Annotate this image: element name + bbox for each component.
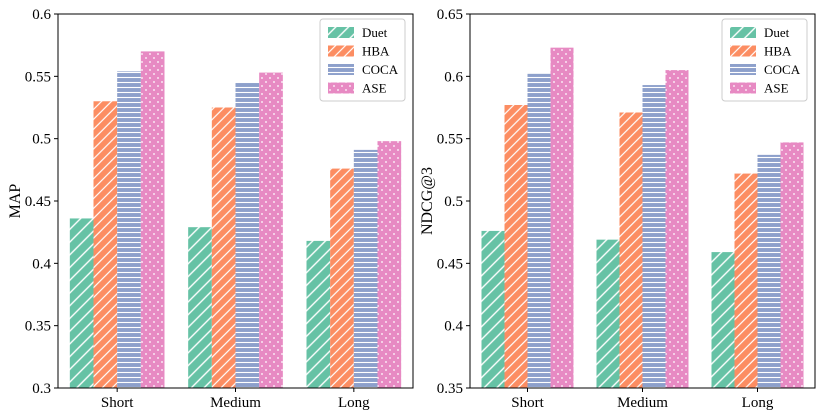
y-tick-label: 0.3 bbox=[32, 381, 51, 397]
legend-label-ase: ASE bbox=[764, 81, 789, 96]
ndcg-chart-panel: 0.35 0.4 0.45 0.5 0.55 0.6 0.65 Short Medium Long… bbox=[419, 7, 816, 411]
y-axis-label: MAP bbox=[7, 184, 24, 219]
legend-label-hba: HBA bbox=[764, 44, 792, 59]
map-chart-panel: 0.3 0.35 0.4 0.45 0.5 0.55 0.6 Short Medium Long M… bbox=[7, 7, 414, 411]
bar-ase-long bbox=[377, 141, 402, 388]
bar-hba-medium bbox=[619, 112, 643, 389]
bar-hba-short bbox=[93, 101, 118, 389]
y-tick-label: 0.6 bbox=[444, 69, 463, 85]
bar-ase-medium bbox=[665, 70, 689, 388]
legend-swatch-duet bbox=[730, 27, 756, 38]
legend-box bbox=[721, 18, 808, 102]
y-axis-label: NDCG@3 bbox=[419, 167, 436, 235]
legend-swatch-ase bbox=[730, 82, 756, 94]
y-tick-label: 0.45 bbox=[437, 256, 463, 272]
bar-duet-short bbox=[481, 230, 505, 388]
x-tick-label-long: Long bbox=[338, 395, 370, 411]
y-tick-label: 0.5 bbox=[444, 194, 463, 210]
bar-duet-long bbox=[306, 240, 331, 388]
bar-duet-medium bbox=[188, 227, 212, 388]
bar-ase-short bbox=[140, 51, 165, 389]
legend-box bbox=[319, 18, 406, 102]
legend-swatch-coca bbox=[730, 64, 756, 75]
bar-coca-medium bbox=[642, 85, 666, 388]
bar-hba-medium bbox=[211, 107, 236, 388]
legend-label-duet: Duet bbox=[764, 25, 790, 40]
legend-label-coca: COCA bbox=[362, 62, 399, 77]
legend-swatch-hba bbox=[730, 45, 756, 57]
legend-label-ase: ASE bbox=[362, 81, 387, 96]
y-tick-label: 0.5 bbox=[32, 132, 51, 148]
bar-coca-long bbox=[353, 149, 378, 388]
bar-duet-medium bbox=[596, 239, 620, 388]
bar-coca-medium bbox=[235, 82, 260, 388]
bar-coca-long bbox=[757, 154, 781, 388]
x-tick-label-medium: Medium bbox=[210, 395, 261, 411]
legend-swatch-duet bbox=[328, 27, 354, 38]
legend: Duet HBA COCA ASE bbox=[721, 18, 808, 102]
legend-swatch-hba bbox=[328, 45, 354, 57]
y-tick-label: 0.35 bbox=[437, 381, 463, 397]
bar-hba-long bbox=[330, 168, 354, 388]
y-tick-label: 0.4 bbox=[444, 319, 463, 335]
y-tick-label: 0.6 bbox=[32, 7, 51, 23]
bar-hba-long bbox=[734, 173, 758, 388]
x-tick-label-medium: Medium bbox=[617, 395, 668, 411]
bar-ase-short bbox=[550, 47, 574, 388]
y-tick-label: 0.4 bbox=[32, 256, 51, 272]
bar-coca-short bbox=[117, 71, 141, 388]
legend-label-hba: HBA bbox=[362, 44, 390, 59]
bar-coca-short bbox=[527, 73, 551, 388]
bar-ase-medium bbox=[259, 72, 283, 388]
bar-hba-short bbox=[504, 105, 528, 388]
legend-label-duet: Duet bbox=[362, 25, 388, 40]
legend-swatch-coca bbox=[328, 64, 354, 75]
y-tick-label: 0.65 bbox=[437, 7, 463, 23]
bar-duet-long bbox=[711, 252, 735, 388]
legend-swatch-ase bbox=[328, 82, 354, 94]
y-tick-label: 0.55 bbox=[437, 132, 463, 148]
x-tick-label-short: Short bbox=[101, 395, 134, 411]
legend: Duet HBA COCA ASE bbox=[319, 18, 406, 102]
y-tick-label: 0.55 bbox=[25, 69, 51, 85]
x-tick-label-long: Long bbox=[742, 395, 774, 411]
bar-duet-short bbox=[69, 218, 94, 388]
y-tick-label: 0.45 bbox=[25, 194, 51, 210]
legend-label-coca: COCA bbox=[764, 62, 801, 77]
x-tick-label-short: Short bbox=[511, 395, 544, 411]
y-tick-label: 0.35 bbox=[25, 319, 51, 335]
bar-ase-long bbox=[780, 142, 804, 388]
